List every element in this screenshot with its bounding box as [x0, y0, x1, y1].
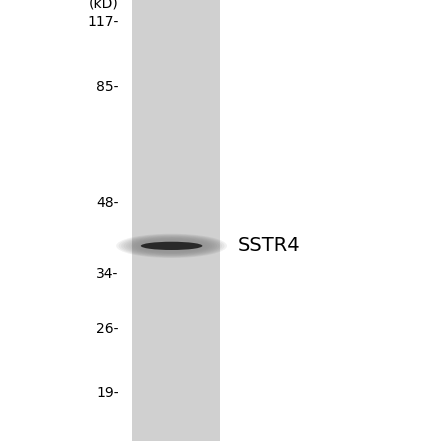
Text: 85-: 85- — [96, 80, 119, 94]
Text: 34-: 34- — [96, 267, 119, 281]
Text: 26-: 26- — [96, 321, 119, 336]
Text: 48-: 48- — [96, 197, 119, 210]
Text: SSTR4: SSTR4 — [238, 236, 300, 255]
Text: (kD): (kD) — [89, 0, 119, 11]
Ellipse shape — [116, 234, 227, 258]
Bar — [132, 0, 220, 441]
Text: 117-: 117- — [88, 15, 119, 29]
Ellipse shape — [141, 242, 202, 250]
Ellipse shape — [119, 235, 224, 258]
Text: 19-: 19- — [96, 386, 119, 400]
